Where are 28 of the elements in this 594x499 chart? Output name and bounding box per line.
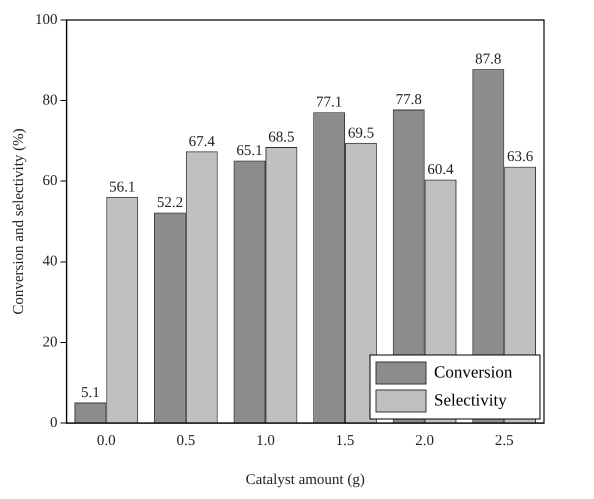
data-label: 77.1 — [316, 94, 342, 111]
y-tick-label: 80 — [42, 92, 58, 109]
y-tick-label: 0 — [50, 414, 58, 431]
data-label: 56.1 — [109, 179, 136, 196]
data-label: 68.5 — [268, 129, 294, 146]
data-label: 63.6 — [507, 149, 534, 166]
x-tick-label: 0.0 — [96, 432, 116, 449]
data-label: 65.1 — [236, 143, 263, 160]
legend-label: Conversion — [434, 362, 513, 382]
x-tick-label: 1.0 — [256, 432, 275, 449]
y-tick-label: 60 — [42, 173, 58, 190]
y-tick-label: 20 — [42, 334, 58, 350]
data-label: 5.1 — [81, 384, 100, 401]
data-label: 87.8 — [475, 52, 502, 68]
y-tick-label: 40 — [42, 254, 58, 270]
x-tick-label: 2.0 — [415, 432, 434, 449]
data-label: 60.4 — [427, 162, 454, 178]
x-tick-label: 0.5 — [176, 432, 196, 449]
x-tick-label: 2.5 — [494, 432, 514, 449]
y-axis-title: Conversion and selectivity (%) — [10, 128, 27, 315]
data-label: 52.2 — [156, 195, 184, 212]
x-axis-title: Catalyst amount (g) — [246, 472, 365, 488]
data-label: 77.8 — [396, 92, 422, 108]
data-label: 69.5 — [348, 125, 374, 142]
x-tick-label: 1.5 — [336, 432, 354, 449]
data-label: 67.4 — [188, 134, 216, 150]
y-tick-label: 100 — [35, 12, 58, 28]
legend-label: Selectivity — [434, 390, 508, 410]
